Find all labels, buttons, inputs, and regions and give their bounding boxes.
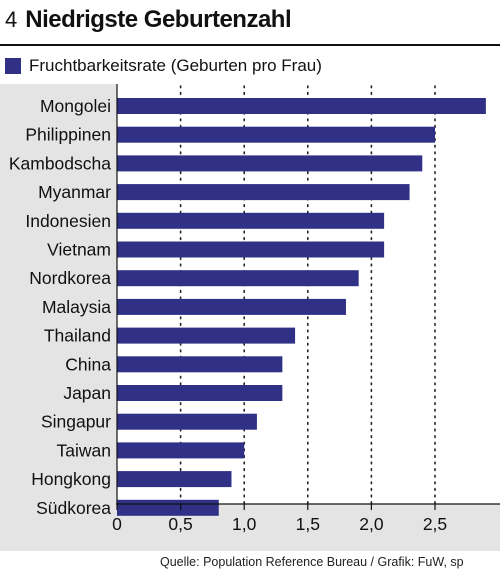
bar bbox=[117, 471, 232, 488]
x-tick-label: 1,0 bbox=[232, 514, 257, 534]
bar bbox=[117, 212, 385, 229]
bar bbox=[117, 327, 296, 344]
x-tick-label: 0 bbox=[112, 514, 122, 534]
bar bbox=[117, 356, 283, 373]
bar bbox=[117, 98, 486, 114]
category-label: Hongkong bbox=[31, 469, 111, 489]
category-label: Nordkorea bbox=[29, 268, 111, 288]
bar bbox=[117, 442, 245, 459]
x-tick-label: 2,5 bbox=[423, 514, 447, 534]
category-label: Thailand bbox=[44, 326, 111, 346]
bar bbox=[117, 298, 346, 315]
legend: Fruchtbarkeitsrate (Geburten pro Frau) bbox=[5, 54, 322, 78]
title-divider bbox=[0, 44, 500, 46]
bar bbox=[117, 184, 410, 201]
bar bbox=[117, 270, 359, 287]
category-label: Singapur bbox=[41, 412, 111, 432]
category-label: Indonesien bbox=[25, 211, 111, 231]
category-label: Kambodscha bbox=[9, 153, 111, 173]
category-label: Vietnam bbox=[47, 240, 111, 260]
chart-number: 4 bbox=[5, 7, 18, 32]
source-note: Quelle: Population Reference Bureau / Gr… bbox=[160, 555, 464, 569]
bar bbox=[117, 413, 257, 430]
x-tick-label: 0,5 bbox=[168, 514, 192, 534]
bar bbox=[117, 241, 385, 258]
bar bbox=[117, 155, 423, 172]
category-label: Philippinen bbox=[25, 125, 111, 145]
category-label: Mongolei bbox=[40, 96, 111, 116]
legend-swatch bbox=[5, 58, 21, 74]
chart-area: Mongolei Philippinen Kambodscha Myanmar Indo… bbox=[0, 84, 500, 551]
chart-title-row: 4 Niedrigste Geburtenzahl bbox=[5, 6, 292, 38]
category-label: Taiwan bbox=[57, 440, 111, 460]
x-tick-label: 2,0 bbox=[359, 514, 384, 534]
bar bbox=[117, 385, 283, 401]
category-label: China bbox=[65, 354, 111, 374]
x-tick-label: 1,5 bbox=[296, 514, 320, 534]
chart-title: Niedrigste Geburtenzahl bbox=[25, 6, 292, 33]
category-label: Myanmar bbox=[38, 182, 111, 202]
bar-chart: Mongolei Philippinen Kambodscha Myanmar Indo… bbox=[9, 84, 500, 534]
category-label: Malaysia bbox=[42, 297, 111, 317]
category-label: Japan bbox=[63, 383, 111, 403]
category-label: Südkorea bbox=[36, 498, 111, 518]
legend-label: Fruchtbarkeitsrate (Geburten pro Frau) bbox=[29, 56, 322, 75]
bar bbox=[117, 126, 435, 143]
